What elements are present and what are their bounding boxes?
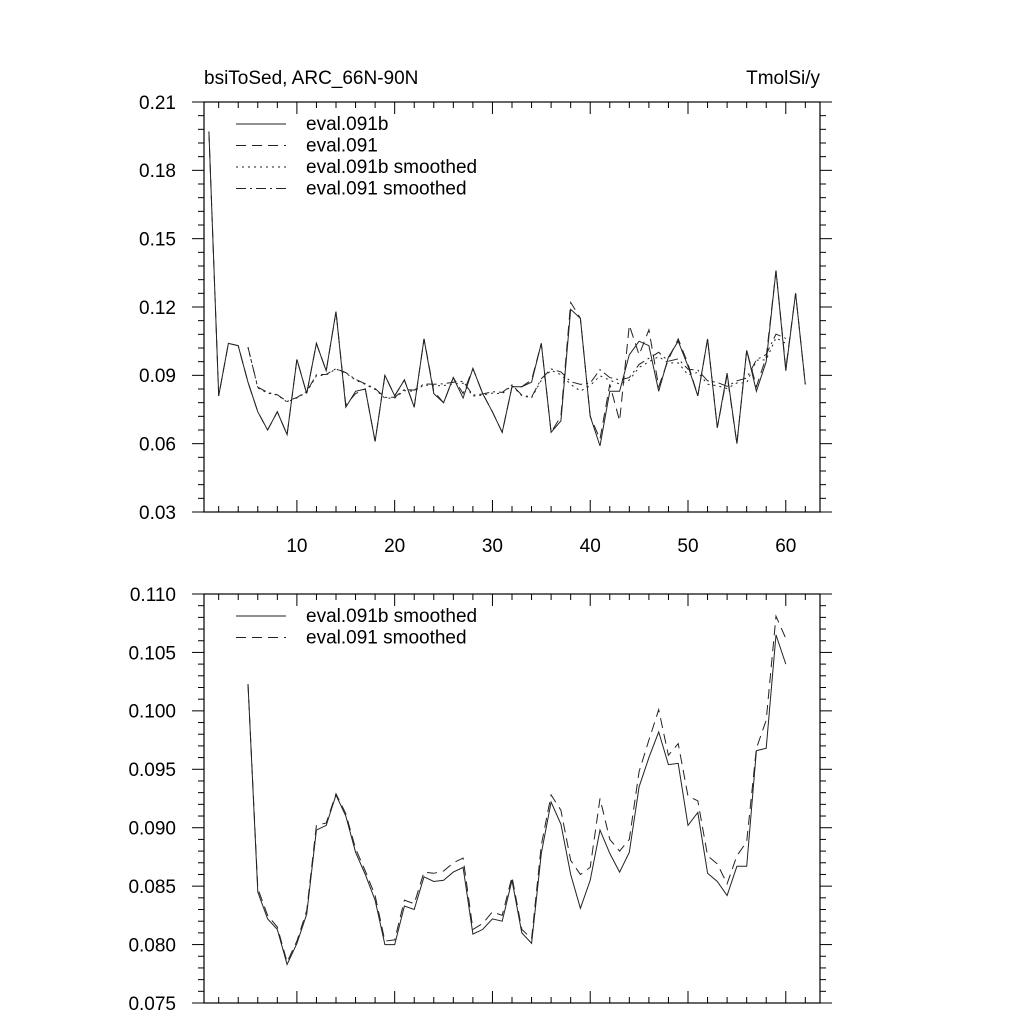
y-tick-label: 0.090 (128, 819, 176, 840)
y-tick-label: 0.15 (139, 230, 176, 251)
legend-item: eval.091b (236, 114, 388, 135)
smoothed-series-line-1 (247, 614, 787, 964)
legend-label: eval.091b smoothed (306, 606, 477, 627)
legend-label: eval.091 smoothed (306, 179, 467, 200)
x-tick-label: 40 (580, 536, 601, 557)
units-label: TmolSi/y (746, 68, 820, 89)
x-tick-label: 30 (482, 536, 503, 557)
y-tick-label: 0.105 (128, 643, 176, 664)
legend-label: eval.091b smoothed (306, 157, 477, 178)
y-tick-label: 0.085 (128, 877, 176, 898)
series-line-2 (247, 337, 787, 403)
legend-label: eval.091b (306, 114, 388, 135)
series-line-0 (208, 131, 806, 447)
y-tick-label: 0.075 (128, 994, 176, 1015)
legend-label: eval.091 smoothed (306, 628, 467, 649)
y-tick-label: 0.03 (139, 503, 176, 524)
plot-frame (203, 101, 821, 513)
bottom-panel: 0.075 0.080 0.085 0.090 0.095 0.100 0.105 0.110… (128, 585, 832, 1015)
legend-label: eval.091 (306, 136, 378, 157)
x-tick-label: 50 (677, 536, 698, 557)
smoothed-series-line-0 (247, 634, 787, 966)
series-line-3 (247, 333, 787, 403)
x-tick-label: 20 (384, 536, 405, 557)
legend-item: eval.091b smoothed (236, 157, 477, 178)
series-line-1 (208, 131, 806, 444)
legend-item: eval.091 smoothed (236, 628, 467, 649)
top-panel: 10 20 30 40 50 60 0.03 0.06 0.09 0.12 0.15 0.18 0.21… (139, 68, 832, 557)
x-tick-label: 10 (286, 536, 307, 557)
y-tick-label: 0.06 (139, 435, 176, 456)
legend-item: eval.091 (236, 136, 378, 157)
y-tick-label: 0.18 (139, 161, 176, 182)
x-tick-label: 60 (775, 536, 796, 557)
y-tick-label: 0.080 (128, 935, 176, 956)
y-tick-label: 0.21 (139, 93, 176, 114)
legend-item: eval.091b smoothed (236, 606, 477, 627)
y-tick-label: 0.09 (139, 366, 176, 387)
y-tick-label: 0.110 (130, 585, 176, 606)
y-tick-label: 0.095 (128, 760, 176, 781)
legend-item: eval.091 smoothed (236, 179, 467, 200)
y-tick-label: 0.100 (128, 702, 176, 723)
y-tick-label: 0.12 (139, 298, 176, 319)
chart-title: bsiToSed, ARC_66N-90N (204, 68, 418, 89)
